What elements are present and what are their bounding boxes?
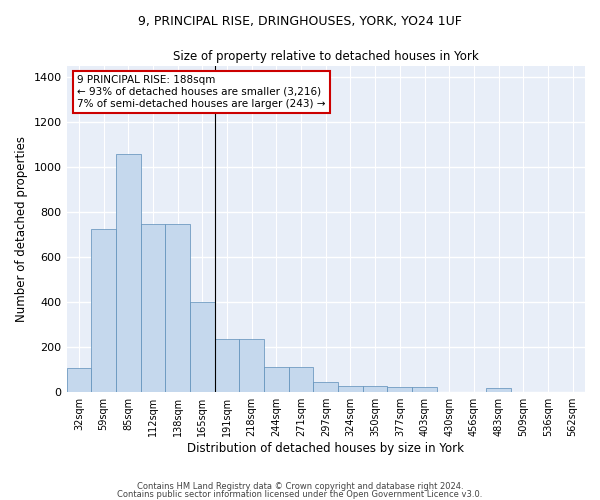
Bar [140,224,165,392]
Bar [289,367,313,392]
Bar [116,154,140,392]
Bar [363,386,388,392]
Bar [239,338,264,392]
Bar [165,224,190,392]
Text: 9 PRINCIPAL RISE: 188sqm
← 93% of detached houses are smaller (3,216)
7% of semi: 9 PRINCIPAL RISE: 188sqm ← 93% of detach… [77,76,325,108]
Text: Contains HM Land Registry data © Crown copyright and database right 2024.: Contains HM Land Registry data © Crown c… [137,482,463,491]
Bar [388,388,412,392]
Bar [486,388,511,392]
Bar [313,382,338,392]
Bar [412,388,437,392]
Bar [91,230,116,392]
Bar [215,338,239,392]
Text: 9, PRINCIPAL RISE, DRINGHOUSES, YORK, YO24 1UF: 9, PRINCIPAL RISE, DRINGHOUSES, YORK, YO… [138,15,462,28]
Bar [190,302,215,392]
Text: Contains public sector information licensed under the Open Government Licence v3: Contains public sector information licen… [118,490,482,499]
Bar [67,368,91,392]
X-axis label: Distribution of detached houses by size in York: Distribution of detached houses by size … [187,442,464,455]
Y-axis label: Number of detached properties: Number of detached properties [15,136,28,322]
Bar [338,386,363,392]
Bar [264,367,289,392]
Title: Size of property relative to detached houses in York: Size of property relative to detached ho… [173,50,479,63]
